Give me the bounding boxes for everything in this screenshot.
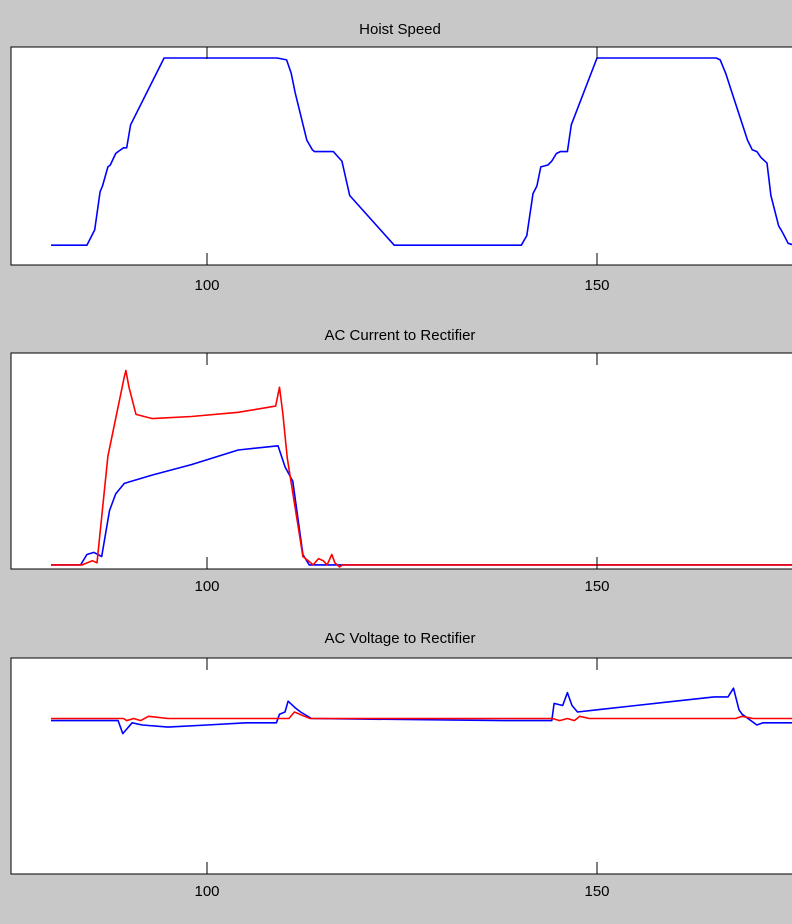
red-trace — [51, 369, 792, 568]
tick-label-150: 150 — [584, 578, 609, 595]
panel-title-ac-current: AC Current to Rectifier — [325, 327, 476, 344]
tick-label-100: 100 — [194, 883, 219, 900]
blue-trace — [51, 687, 792, 735]
ticks-hoist-speed — [206, 47, 598, 265]
ticks-ac-voltage — [206, 658, 598, 874]
ticks-ac-current — [206, 353, 598, 569]
blue-trace — [51, 57, 792, 246]
axes-ac-voltage — [10, 657, 792, 875]
axes-ac-current — [10, 352, 792, 570]
panel-title-hoist-speed: Hoist Speed — [359, 21, 441, 38]
tick-label-100: 100 — [194, 578, 219, 595]
traces-ac-voltage — [51, 687, 792, 735]
tick-label-150: 150 — [584, 277, 609, 294]
panel-title-ac-voltage: AC Voltage to Rectifier — [325, 630, 476, 647]
tick-label-100: 100 — [194, 277, 219, 294]
traces-ac-current — [51, 369, 792, 568]
tick-label-150: 150 — [584, 883, 609, 900]
traces-hoist-speed — [51, 57, 792, 246]
axes-hoist-speed — [10, 46, 792, 266]
red-trace — [51, 711, 792, 722]
